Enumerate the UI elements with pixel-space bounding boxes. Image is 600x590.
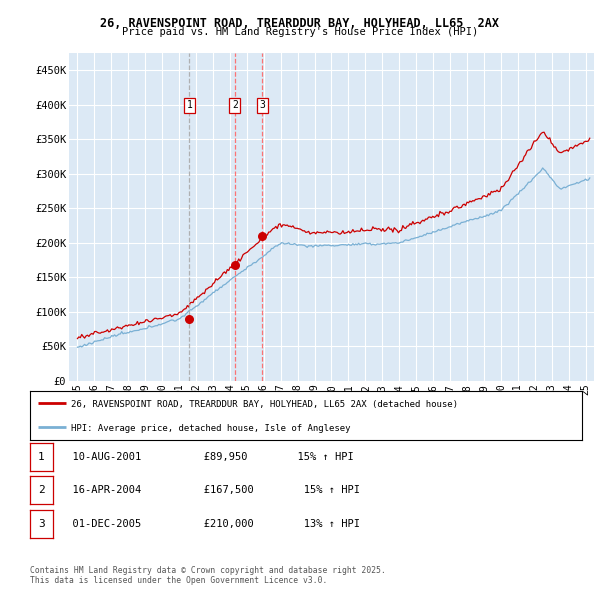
Text: 1: 1 bbox=[38, 452, 45, 461]
Text: Contains HM Land Registry data © Crown copyright and database right 2025.
This d: Contains HM Land Registry data © Crown c… bbox=[30, 566, 386, 585]
Text: 3: 3 bbox=[38, 519, 45, 529]
Point bbox=[185, 314, 194, 323]
Text: 16-APR-2004          £167,500        15% ↑ HPI: 16-APR-2004 £167,500 15% ↑ HPI bbox=[60, 486, 360, 495]
Text: 1: 1 bbox=[187, 100, 193, 110]
Point bbox=[257, 231, 267, 241]
Text: 10-AUG-2001          £89,950        15% ↑ HPI: 10-AUG-2001 £89,950 15% ↑ HPI bbox=[60, 452, 354, 461]
Text: 01-DEC-2005          £210,000        13% ↑ HPI: 01-DEC-2005 £210,000 13% ↑ HPI bbox=[60, 519, 360, 529]
Text: HPI: Average price, detached house, Isle of Anglesey: HPI: Average price, detached house, Isle… bbox=[71, 424, 351, 433]
Point bbox=[230, 260, 239, 270]
Text: 2: 2 bbox=[38, 486, 45, 495]
Text: 3: 3 bbox=[259, 100, 265, 110]
Text: Price paid vs. HM Land Registry's House Price Index (HPI): Price paid vs. HM Land Registry's House … bbox=[122, 27, 478, 37]
Text: 2: 2 bbox=[232, 100, 238, 110]
Text: 26, RAVENSPOINT ROAD, TREARDDUR BAY, HOLYHEAD, LL65  2AX: 26, RAVENSPOINT ROAD, TREARDDUR BAY, HOL… bbox=[101, 17, 499, 30]
Text: 26, RAVENSPOINT ROAD, TREARDDUR BAY, HOLYHEAD, LL65 2AX (detached house): 26, RAVENSPOINT ROAD, TREARDDUR BAY, HOL… bbox=[71, 400, 458, 409]
